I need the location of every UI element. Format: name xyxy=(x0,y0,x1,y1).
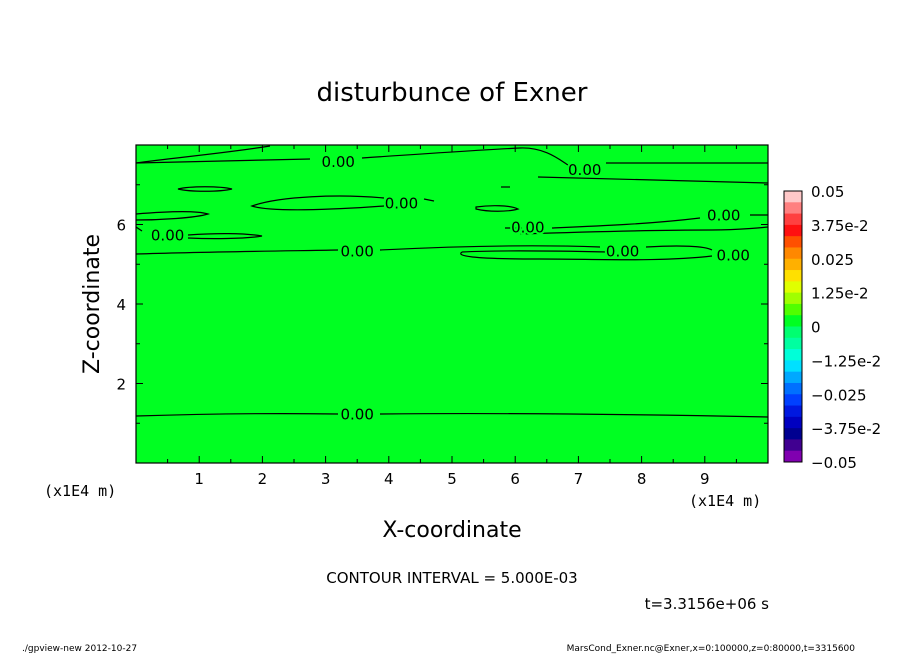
colorbar-segment xyxy=(784,303,802,316)
colorbar-segment xyxy=(784,247,802,260)
y-tick-label: 6 xyxy=(116,217,126,235)
contour-interval-text: CONTOUR INTERVAL = 5.000E-03 xyxy=(326,569,577,587)
contour-labels: 0.00 0.00 0.00 0.00 0.00 0.00 0.00 0.00 0.00 0.00 xyxy=(149,151,752,425)
contour-line xyxy=(461,250,609,253)
colorbar-segment xyxy=(784,202,802,215)
x-tick-label: 3 xyxy=(321,470,331,488)
colorbar-segment xyxy=(784,292,802,305)
x-tick-label: 9 xyxy=(700,470,710,488)
colorbar-labels: 0.05 3.75e-2 0.025 1.25e-2 0 −1.25e-2 −0.025 −3… xyxy=(811,183,881,472)
contour-line xyxy=(423,198,435,202)
contour-label: 0.00 xyxy=(151,226,184,244)
contour-label: 0.00 xyxy=(606,242,639,260)
y-axis-ticks: 2 4 6 xyxy=(116,184,768,424)
colorbar-segment xyxy=(784,337,802,350)
colorbar-tick-label: 3.75e-2 xyxy=(811,217,869,235)
y-axis-label: Z-coordinate xyxy=(80,234,105,374)
colorbar-segment xyxy=(784,371,802,384)
colorbar-segment xyxy=(784,405,802,418)
contour-line xyxy=(645,245,713,251)
plot-area: 0.00 0.000.000.000.000.000.00 0.00 0.000.00… xyxy=(116,144,769,488)
contour-label: 0.00 xyxy=(340,242,373,260)
x-tick-label: 6 xyxy=(510,470,520,488)
contour-line xyxy=(135,211,211,221)
y-tick-label: 4 xyxy=(116,296,126,314)
colorbar-segment xyxy=(784,315,802,327)
contour-line xyxy=(551,217,701,229)
contour-line xyxy=(177,186,233,192)
contour-label: 0.00 xyxy=(511,218,544,236)
contour-line xyxy=(135,413,339,417)
colorbar xyxy=(783,190,803,463)
contour-line xyxy=(519,226,769,235)
contour-line xyxy=(537,176,769,184)
colorbar-segment xyxy=(784,394,802,407)
contour-label: 0.00 xyxy=(568,161,601,179)
x-axis-ticks: 1 2 3 4 5 6 7 8 9 xyxy=(167,145,737,488)
colorbar-segment xyxy=(784,349,802,361)
contour-line xyxy=(135,145,271,164)
colorbar-segment xyxy=(784,270,802,282)
colorbar-segment xyxy=(784,213,802,226)
footer-left-text: ./gpview-new 2012-10-27 xyxy=(22,644,137,654)
colorbar-segment xyxy=(784,326,802,339)
contour-label: 0.00 xyxy=(707,207,740,225)
contour-label: 0.00 xyxy=(322,153,355,171)
contour-line xyxy=(135,226,143,232)
colorbar-tick-label: 0.05 xyxy=(811,183,844,201)
colorbar-tick-label: −0.025 xyxy=(811,386,867,404)
colorbar-tick-label: 1.25e-2 xyxy=(811,285,869,303)
colorbar-segment xyxy=(784,382,802,395)
y-tick-label: 2 xyxy=(116,376,126,394)
contour-label: 0.00 xyxy=(385,195,418,213)
colorbar-segment xyxy=(784,439,802,452)
x-tick-label: 2 xyxy=(258,470,268,488)
x-axis-label: X-coordinate xyxy=(382,518,521,543)
footer-right-text: MarsCond_Exner.nc@Exner,x=0:100000,z=0:8… xyxy=(567,644,856,654)
colorbar-tick-label: −1.25e-2 xyxy=(811,352,881,370)
colorbar-segment xyxy=(784,428,802,440)
colorbar-segment xyxy=(784,450,802,463)
colorbar-segment xyxy=(784,224,802,237)
contour-label: 0.00 xyxy=(340,405,373,423)
colorbar-tick-label: 0.025 xyxy=(811,251,854,269)
contour-line xyxy=(250,195,385,211)
contour-line xyxy=(187,233,263,240)
plot-background xyxy=(136,145,768,463)
contour-line xyxy=(135,249,339,255)
colorbar-segment xyxy=(784,416,802,429)
x-unit-label: (x1E4 m) xyxy=(689,492,761,510)
x-tick-label: 5 xyxy=(447,470,457,488)
contour-line xyxy=(379,413,769,418)
x-tick-label: 7 xyxy=(574,470,584,488)
colorbar-segment xyxy=(784,281,802,294)
colorbar-tick-label: 0 xyxy=(811,319,821,337)
colorbar-tick-label: −3.75e-2 xyxy=(811,420,881,438)
x-tick-label: 1 xyxy=(194,470,204,488)
y-unit-label: (x1E4 m) xyxy=(44,482,116,500)
colorbar-frame xyxy=(783,190,803,463)
contour-line xyxy=(361,147,569,166)
chart-title: disturbunce of Exner xyxy=(317,78,588,108)
contour-line xyxy=(379,245,601,251)
x-tick-label: 8 xyxy=(637,470,647,488)
contour-lines xyxy=(135,145,769,418)
x-tick-label: 4 xyxy=(384,470,394,488)
contour-line xyxy=(475,205,520,212)
colorbar-segment xyxy=(784,258,802,271)
colorbar-segment xyxy=(784,236,802,248)
colorbar-segment xyxy=(784,360,802,373)
colorbar-tick-label: −0.05 xyxy=(811,454,857,472)
contour-line xyxy=(460,251,713,261)
contour-label: 0.00 xyxy=(717,246,750,264)
time-label: t=3.3156e+06 s xyxy=(645,595,770,613)
contour-line xyxy=(135,158,311,164)
colorbar-segment xyxy=(784,191,802,203)
